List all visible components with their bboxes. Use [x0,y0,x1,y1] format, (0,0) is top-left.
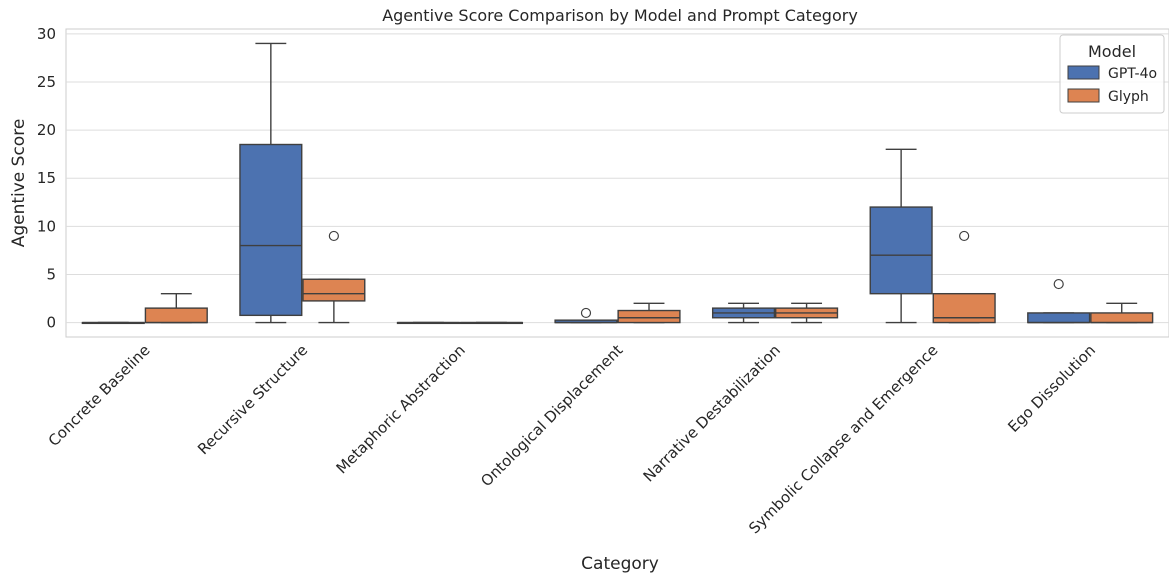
outlier-point [328,230,339,242]
category-group [239,42,366,324]
box [1027,312,1091,324]
outlier-point [1053,278,1064,290]
y-tick-label: 0 [46,314,56,332]
category-group [396,321,524,325]
box [869,206,933,295]
y-tick-label: 25 [37,73,56,91]
legend-label: Glyph [1108,89,1149,105]
y-tick-label: 30 [37,25,56,43]
x-tick-label: Metaphoric Abstraction [333,341,469,477]
y-axis-ticks: 0 5 10 15 20 25 30 [37,25,56,332]
y-tick-label: 10 [37,217,56,235]
category-group [81,292,208,325]
legend-label: GPT-4o [1108,66,1157,82]
category-group [554,302,681,324]
outlier-point [580,307,592,319]
x-axis-label: Category [581,554,659,574]
x-tick-label: Ego Dissolution [1004,341,1099,436]
x-tick-label: Recursive Structure [194,341,311,458]
category-group [1027,278,1154,324]
x-tick-label: Symbolic Collapse and Emergence [745,341,941,537]
legend-title: Model [1088,42,1136,61]
x-tick-label: Narrative Destabilization [640,341,784,485]
y-tick-label: 15 [37,169,56,187]
category-group [711,302,839,324]
legend-swatch [1067,88,1100,103]
legend-items: GPT-4o Glyph [1067,65,1157,105]
x-tick-label: Concrete Baseline [45,341,154,450]
outlier-point [959,230,970,242]
x-axis-ticks: Concrete Baseline Recursive Structure Meta… [45,341,1099,537]
y-tick-label: 5 [46,265,56,283]
y-axis-label: Agentive Score [9,119,29,248]
box [239,143,303,317]
x-tick-label: Ontological Displacement [477,341,626,490]
chart-title: Agentive Score Comparison by Model and P… [382,6,858,25]
box [1090,312,1154,324]
box [302,278,366,302]
y-tick-label: 20 [37,121,56,139]
legend: Model GPT-4o Glyph [1059,34,1165,114]
plot-area [65,28,1169,338]
category-group [869,148,996,324]
legend-swatch [1067,65,1100,80]
box-groups [81,42,1154,325]
box [144,307,208,324]
box [617,309,681,324]
